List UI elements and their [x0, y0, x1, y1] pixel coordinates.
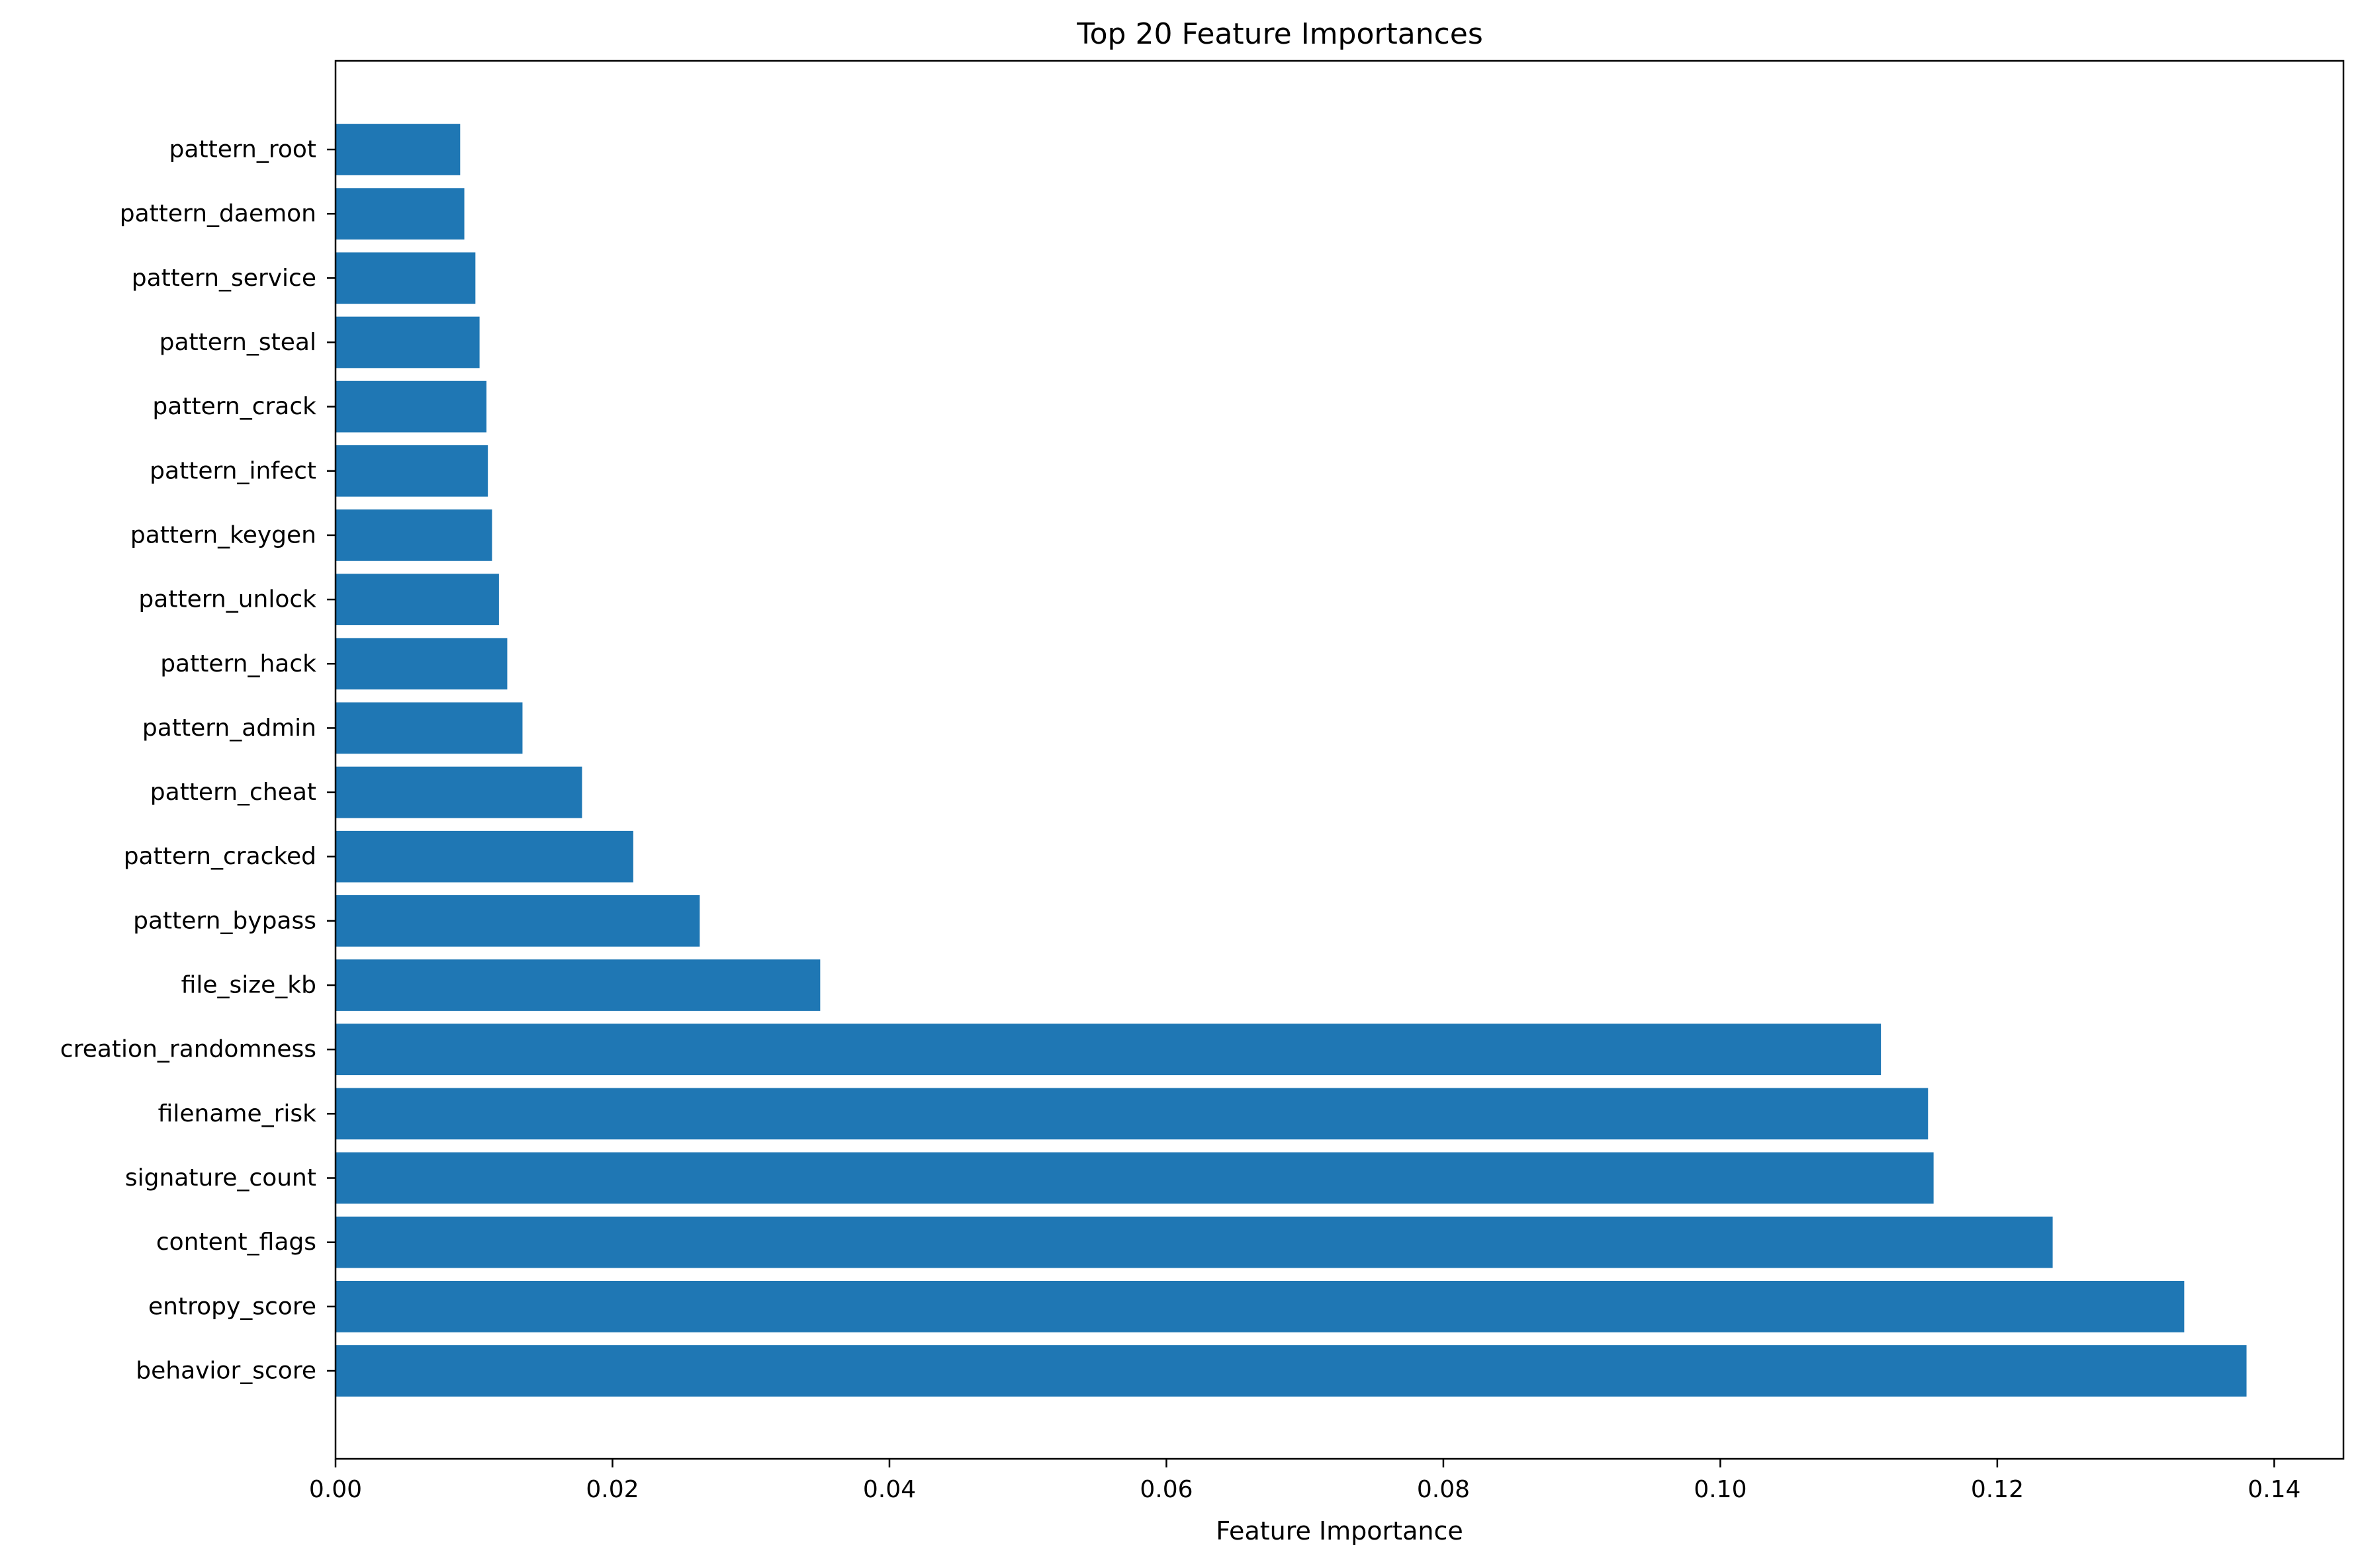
bar-pattern-cracked [336, 830, 633, 883]
x-tick-label: 0.08 [1417, 1476, 1470, 1503]
x-tick-label: 0.04 [863, 1476, 916, 1503]
bar-pattern-infect [336, 445, 488, 497]
y-tick-label-pattern-keygen: pattern_keygen [130, 521, 316, 548]
bar-pattern-root [336, 124, 461, 175]
bar-behavior-score [336, 1345, 2247, 1397]
y-tick-label-pattern-steal: pattern_steal [159, 329, 316, 356]
bar-pattern-steal [336, 316, 480, 369]
bar-pattern-keygen [336, 509, 492, 561]
bar-pattern-crack [336, 380, 487, 433]
y-tick-label-pattern-bypass: pattern_bypass [133, 907, 316, 934]
y-axis-ticks: behavior_score entropy_score content_flags… [60, 136, 336, 1385]
y-tick-label-entropy-score: entropy_score [148, 1293, 316, 1320]
bar-file-size-kb [336, 959, 821, 1011]
y-tick-label-content-flags: content_flags [156, 1229, 316, 1256]
bar-content-flags [336, 1216, 2053, 1268]
bar-pattern-admin [336, 702, 523, 754]
y-tick-label-pattern-daemon: pattern_daemon [120, 200, 316, 228]
bar-pattern-bypass [336, 895, 700, 947]
y-tick-label-pattern-cheat: pattern_cheat [150, 779, 316, 806]
bar-creation-randomness [336, 1024, 1882, 1076]
y-tick-label-pattern-root: pattern_root [169, 136, 316, 163]
y-tick-label-pattern-unlock: pattern_unlock [138, 586, 316, 613]
y-tick-label-pattern-infect: pattern_infect [150, 457, 316, 484]
y-tick-label-creation-randomness: creation_randomness [60, 1036, 316, 1063]
bars-group [336, 124, 2247, 1397]
x-tick-label: 0.10 [1694, 1476, 1747, 1503]
bar-pattern-daemon [336, 188, 465, 240]
y-tick-label-pattern-hack: pattern_hack [160, 650, 316, 677]
y-tick-label-pattern-crack: pattern_crack [152, 393, 316, 420]
y-tick-label-pattern-service: pattern_service [132, 265, 316, 292]
bar-pattern-unlock [336, 574, 499, 625]
y-tick-label-filename-risk: filename_risk [158, 1100, 316, 1127]
x-tick-label: 0.00 [309, 1476, 362, 1503]
bar-filename-risk [336, 1088, 1929, 1140]
bar-pattern-cheat [336, 766, 582, 818]
y-tick-label-pattern-admin: pattern_admin [142, 715, 316, 742]
bar-signature-count [336, 1152, 1934, 1204]
bar-pattern-hack [336, 638, 508, 690]
x-tick-label: 0.02 [586, 1476, 639, 1503]
x-axis-ticks: 0.00 0.02 0.04 0.06 0.08 0.10 0.12 0.14 [309, 1459, 2300, 1503]
y-tick-label-pattern-cracked: pattern_cracked [124, 843, 316, 870]
y-tick-label-signature-count: signature_count [125, 1164, 316, 1192]
chart-title: Top 20 Feature Importances [1076, 17, 1483, 51]
bar-pattern-service [336, 252, 476, 304]
x-tick-label: 0.12 [1971, 1476, 2024, 1503]
y-tick-label-behavior-score: behavior_score [136, 1358, 316, 1385]
x-tick-label: 0.06 [1140, 1476, 1193, 1503]
bar-entropy-score [336, 1280, 2185, 1332]
plot-frame [334, 60, 2345, 1460]
x-tick-label: 0.14 [2248, 1476, 2300, 1503]
y-tick-label-file-size-kb: file_size_kb [181, 972, 316, 999]
x-axis-label: Feature Importance [1216, 1516, 1463, 1546]
